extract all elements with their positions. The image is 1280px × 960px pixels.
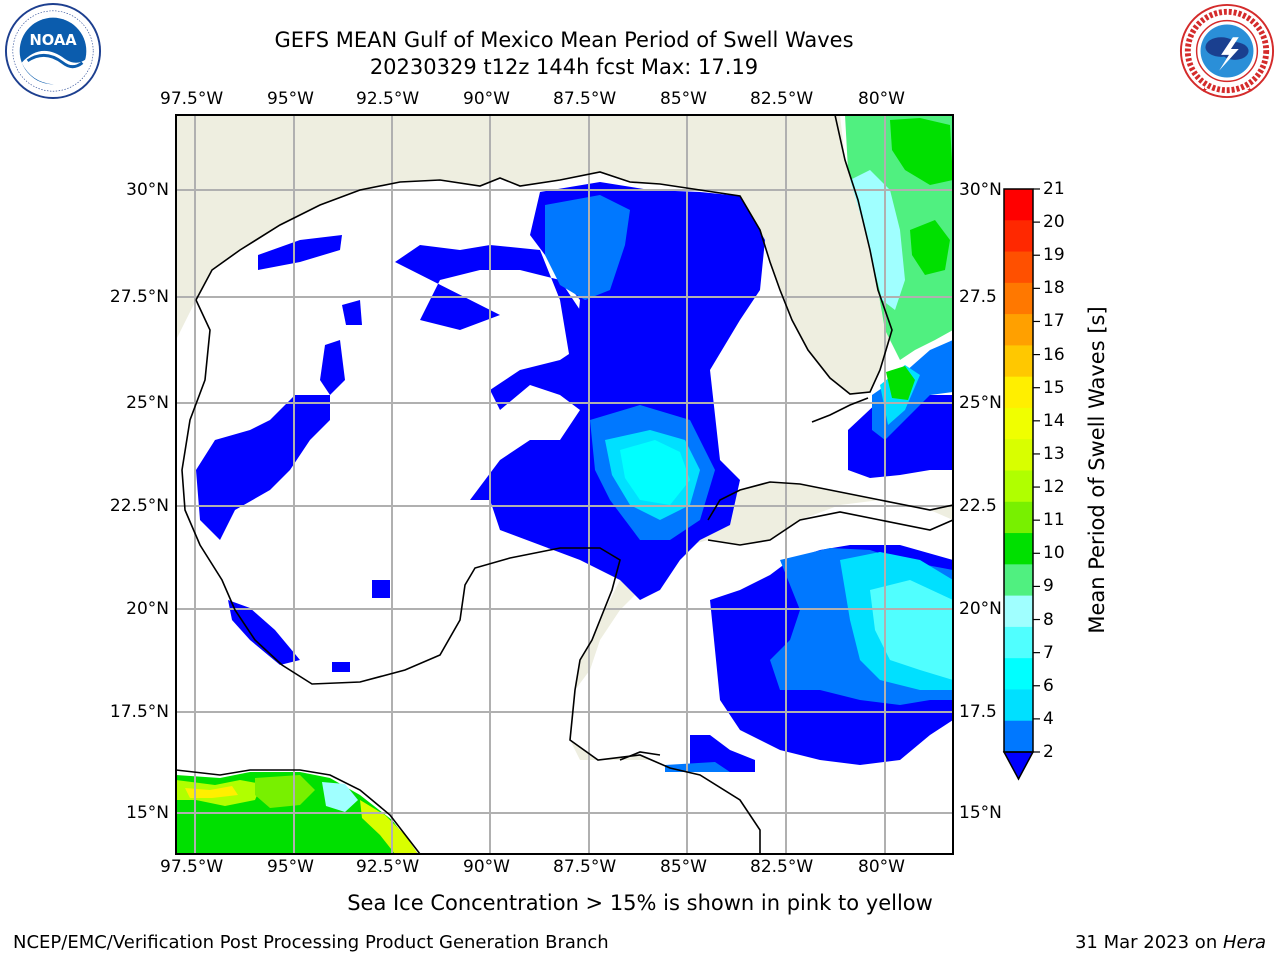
lat-label-left: 27.5°N: [109, 287, 169, 307]
colorbar-label: Mean Period of Swell Waves [s]: [1085, 306, 1109, 634]
colorbar-segment: [1004, 439, 1033, 471]
lon-label-bottom: 95°W: [267, 857, 314, 877]
lon-label-bottom: 87.5°W: [553, 857, 617, 877]
colorbar-tick-label: 14: [1043, 410, 1065, 431]
colorbar-segment: [1004, 626, 1033, 659]
swell-field: [176, 115, 953, 854]
footer-date: 31 Mar 2023 on: [1074, 932, 1223, 953]
lat-label-right: 27.5: [959, 287, 997, 307]
nws-logo-icon: ★ ★: [1179, 3, 1275, 99]
colorbar-frame: [1003, 188, 1034, 753]
colorbar-segment: [1004, 282, 1033, 315]
footer-right: 31 Mar 2023 on Hera: [1075, 932, 1266, 953]
chart-title: GEFS MEAN Gulf of Mexico Mean Period of …: [274, 28, 854, 52]
lon-label-bottom: 97.5°W: [160, 857, 224, 877]
colorbar-segment: [1004, 376, 1033, 409]
colorbar-tick-label: 2: [1043, 742, 1054, 762]
lat-label-right: 30°N: [959, 180, 1002, 200]
colorbar-tick-label: 13: [1043, 443, 1065, 464]
noaa-logo-text: NOAA: [29, 32, 77, 49]
colorbar-segment: [1004, 220, 1033, 253]
colorbar-segment: [1004, 345, 1033, 378]
chart-subtitle: 20230329 t12z 144h fcst Max: 17.19: [369, 55, 759, 79]
colorbar-tick-label: 7: [1043, 642, 1054, 663]
lon-label-top: 95°W: [267, 89, 314, 109]
colorbar-tick-label: 9: [1043, 576, 1054, 597]
lon-label-top: 80°W: [858, 89, 905, 109]
colorbar-tick-label: 6: [1043, 675, 1054, 696]
colorbar-segment: [1004, 407, 1033, 440]
noaa-logo-icon: NOAA: [4, 2, 102, 100]
colorbar-segment: [1004, 658, 1033, 690]
lon-label-bottom: 90°W: [463, 857, 510, 877]
colorbar-segment: [1004, 251, 1033, 284]
lon-label-top: 87.5°W: [553, 89, 617, 109]
noaa-logo: NOAA: [4, 2, 102, 100]
lon-label-bottom: 92.5°W: [356, 857, 420, 877]
footer-left: NCEP/EMC/Verification Post Processing Pr…: [13, 932, 609, 953]
colorbar-tick-label: 20: [1043, 212, 1065, 233]
colorbar-segment: [1004, 189, 1033, 221]
lat-label-right: 22.5: [959, 496, 997, 516]
colorbar-tick-label: 10: [1043, 543, 1065, 564]
colorbar-segment: [1004, 564, 1033, 597]
lat-label-left: 25°N: [126, 393, 169, 413]
lon-label-top: 97.5°W: [160, 89, 224, 109]
colorbar-tick-label: 11: [1043, 510, 1065, 531]
graticule: [176, 115, 953, 854]
colorbar-segment: [1004, 501, 1033, 534]
colorbar-tick-label: 19: [1043, 245, 1065, 266]
footer-host: Hera: [1222, 932, 1266, 953]
nws-logo: ★ ★: [1178, 2, 1276, 100]
colorbar-extend-arrow: [1002, 751, 1035, 781]
colorbar-segment: [1004, 689, 1033, 722]
lon-label-bottom: 82.5°W: [750, 857, 814, 877]
colorbar-tick-label: 15: [1043, 377, 1065, 398]
colorbar-segment: [1004, 314, 1033, 346]
svg-text:★: ★: [1202, 86, 1208, 94]
colorbar-segment: [1004, 470, 1033, 503]
lat-label-left: 15°N: [126, 803, 169, 823]
colorbar-segment: [1004, 595, 1033, 628]
lat-label-left: 17.5°N: [109, 702, 169, 722]
colorbar-tick-label: 16: [1043, 344, 1065, 365]
lon-label-bottom: 85°W: [660, 857, 707, 877]
colorbar-tick-label: 21: [1043, 179, 1065, 199]
lon-label-top: 92.5°W: [356, 89, 420, 109]
lat-label-right: 15°N: [959, 803, 1002, 823]
map-frame: [175, 114, 954, 855]
gulf-basin: [182, 172, 953, 684]
lon-label-top: 82.5°W: [750, 89, 814, 109]
colorbar-tick-label: 12: [1043, 477, 1065, 498]
svg-text:★: ★: [1247, 86, 1253, 94]
lat-label-left: 20°N: [126, 599, 169, 619]
lat-label-left: 22.5°N: [109, 496, 169, 516]
colorbar-tick-label: 4: [1043, 708, 1054, 729]
sea-ice-note: Sea Ice Concentration > 15% is shown in …: [347, 891, 933, 915]
lat-label-right: 17.5: [959, 702, 997, 722]
lon-label-top: 85°W: [660, 89, 707, 109]
colorbar-tick-label: 8: [1043, 609, 1054, 630]
lat-label-left: 30°N: [126, 180, 169, 200]
lat-label-right: 25°N: [959, 393, 1002, 413]
colorbar-tick-label: 18: [1043, 278, 1065, 299]
colorbar-segment: [1004, 720, 1033, 753]
colorbar-segment: [1004, 533, 1033, 565]
coastlines: [176, 115, 953, 854]
colorbar-tick-label: 17: [1043, 311, 1065, 332]
lon-label-bottom: 80°W: [858, 857, 905, 877]
colorbar: [1002, 188, 1040, 781]
lat-label-right: 20°N: [959, 599, 1002, 619]
lon-label-top: 90°W: [463, 89, 510, 109]
